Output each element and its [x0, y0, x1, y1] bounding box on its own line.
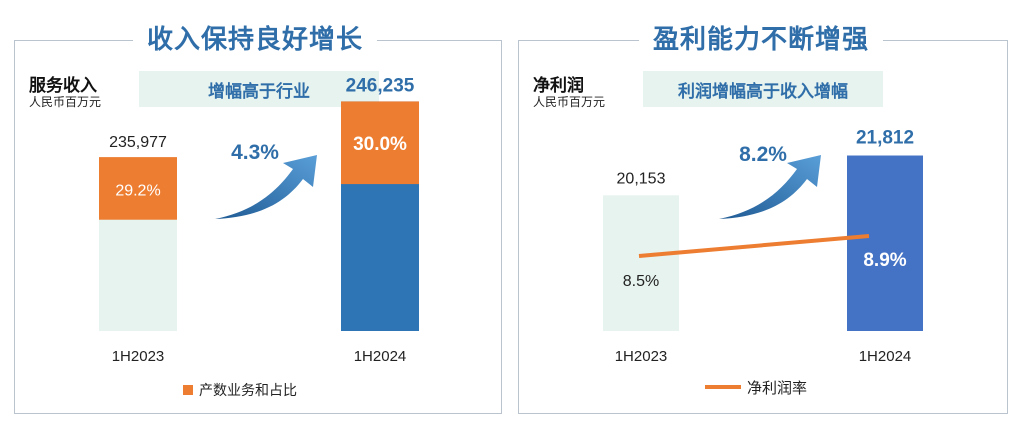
value-label: 21,812 [856, 128, 914, 149]
profit-panel: 盈利能力不断增强 净利润 人民币百万元 利润增幅高于收入增幅 20,153 1H2… [518, 19, 1008, 414]
legend-swatch [183, 385, 193, 395]
legend-text: 净利润率 [747, 379, 807, 397]
panel-title: 收入保持良好增长 [133, 19, 378, 56]
growth-arrow-icon [719, 155, 821, 219]
highlight-tag: 增幅高于行业 [139, 71, 379, 107]
metric-label: 净利润 [533, 76, 584, 96]
metric-label: 服务收入 [29, 76, 97, 96]
profit-bar [603, 195, 679, 331]
category-label: 1H2023 [615, 348, 668, 365]
panel-title: 盈利能力不断增强 [639, 19, 884, 56]
margin-line [638, 234, 870, 258]
growth-arrow-icon [215, 155, 317, 219]
revenue-panel: 收入保持良好增长 服务收入 人民币百万元 增幅高于行业 29.2% 235,977… [14, 19, 502, 414]
value-label: 235,977 [109, 134, 167, 151]
highlight-tag: 利润增幅高于收入增幅 [643, 71, 883, 107]
unit-label: 人民币百万元 [533, 95, 606, 109]
margin-label: 8.5% [623, 273, 659, 290]
profit-chart: 20,153 1H2023 21,812 1H2024 8.5% 8.9% 8.2% 净利… [603, 128, 923, 397]
share-bar [341, 101, 419, 185]
share-label: 30.0% [353, 134, 407, 155]
value-label: 20,153 [617, 170, 666, 187]
legend-text: 产数业务和占比 [199, 383, 297, 399]
category-label: 1H2023 [112, 348, 165, 365]
share-label: 29.2% [115, 182, 160, 199]
value-label: 246,235 [346, 75, 415, 96]
revenue-chart: 29.2% 235,977 1H2023 30.0% 246,235 1H2024 4.3… [99, 75, 419, 399]
share-bar [99, 157, 177, 220]
category-label: 1H2024 [859, 348, 912, 365]
growth-label: 4.3% [231, 141, 279, 164]
unit-label: 人民币百万元 [29, 95, 102, 109]
category-label: 1H2024 [354, 348, 407, 365]
growth-label: 8.2% [739, 143, 787, 166]
profit-bar [847, 155, 923, 331]
margin-label: 8.9% [863, 250, 906, 271]
